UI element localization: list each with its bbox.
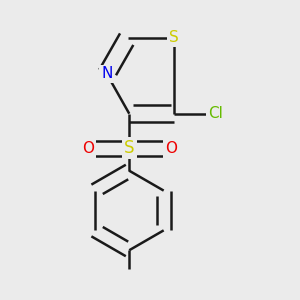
Text: O: O [82,141,94,156]
Text: O: O [165,141,177,156]
Text: Cl: Cl [208,106,223,121]
Text: S: S [124,139,134,157]
Text: S: S [169,30,179,45]
Text: N: N [101,67,112,82]
